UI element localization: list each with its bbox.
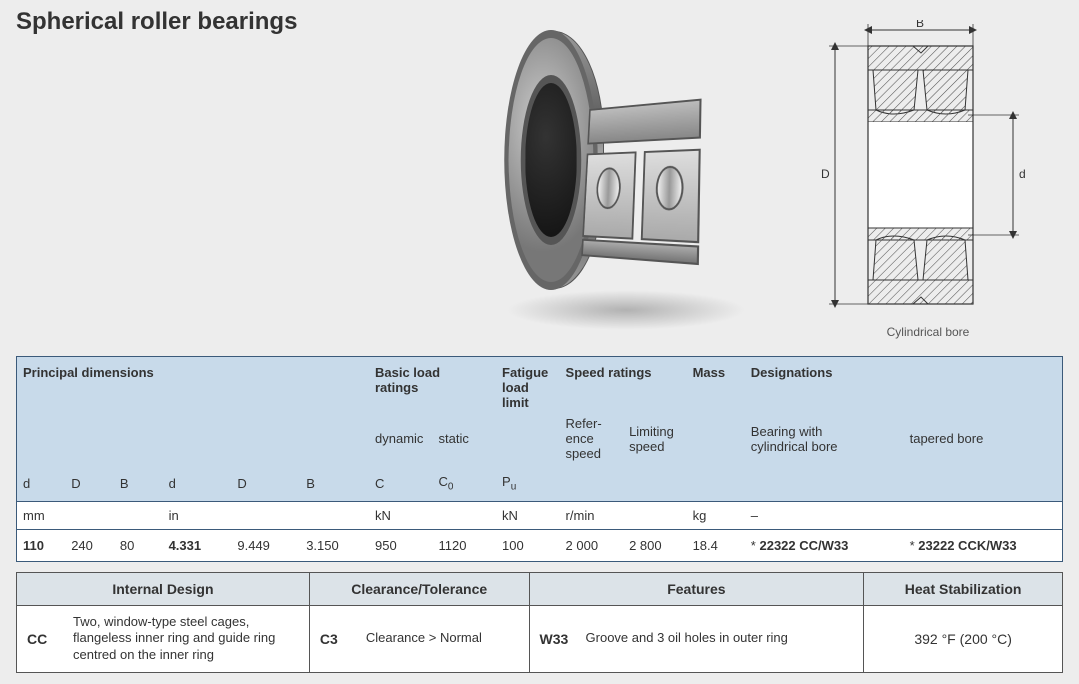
th-dynamic: dynamic bbox=[369, 413, 433, 471]
th-principal: Principal dimensions bbox=[17, 357, 370, 414]
data-row: 110 240 80 4.331 9.449 3.150 950 1120 10… bbox=[17, 529, 1063, 561]
dimensions-table: Principal dimensions Basic load ratings … bbox=[16, 356, 1063, 562]
dim-B-label: B bbox=[916, 20, 924, 30]
feat-th-features: Features bbox=[529, 572, 864, 605]
feat-th-clearance: Clearance/Tolerance bbox=[309, 572, 529, 605]
dim-d-label: d bbox=[1019, 167, 1026, 181]
feat-th-heat: Heat Stabilization bbox=[864, 572, 1063, 605]
th-fatigue: Fatigue load limit bbox=[496, 357, 560, 414]
cell-desig-tap: * 23222 CCK/W33 bbox=[904, 529, 1063, 561]
feat-th-design: Internal Design bbox=[17, 572, 310, 605]
th-speed: Speed ratings bbox=[560, 357, 687, 414]
th-designations: Designations bbox=[745, 357, 1063, 414]
th-mass: Mass bbox=[687, 357, 745, 414]
sym-d-in: d bbox=[163, 471, 232, 501]
th-static: static bbox=[433, 413, 497, 471]
cell-desig-cyl: * 22322 CC/W33 bbox=[745, 529, 904, 561]
feature-text: Groove and 3 oil holes in outer ring bbox=[586, 630, 788, 647]
feature-row: CC Two, window-type steel cages, flangel… bbox=[17, 605, 1063, 673]
feature-code: W33 bbox=[540, 631, 576, 647]
feature-table: Internal Design Clearance/Tolerance Feat… bbox=[16, 572, 1063, 674]
units-row: mm in kN kN r/min kg – bbox=[17, 501, 1063, 529]
th-cylbore: Bearing with cylindrical bore bbox=[745, 413, 904, 471]
clearance-text: Clearance > Normal bbox=[366, 630, 482, 647]
sym-B-in: B bbox=[300, 471, 369, 501]
th-basicload: Basic load ratings bbox=[369, 357, 496, 414]
technical-drawing: B D d bbox=[813, 20, 1043, 339]
th-tapbore: tapered bore bbox=[904, 413, 1063, 471]
sym-B: B bbox=[114, 471, 163, 501]
technical-drawing-caption: Cylindrical bore bbox=[813, 325, 1043, 339]
sym-D: D bbox=[65, 471, 114, 501]
top-illustration-area: B D d bbox=[16, 40, 1063, 360]
th-ref: Refer- ence speed bbox=[560, 413, 624, 471]
th-lim: Limiting speed bbox=[623, 413, 687, 471]
sym-D-in: D bbox=[231, 471, 300, 501]
sym-C0: C0 bbox=[433, 471, 497, 501]
clearance-code: C3 bbox=[320, 631, 356, 647]
design-code: CC bbox=[27, 631, 63, 647]
sym-C: C bbox=[369, 471, 433, 501]
design-text: Two, window-type steel cages, flangeless… bbox=[73, 614, 299, 665]
heat-text: 392 °F (200 °C) bbox=[864, 605, 1063, 673]
sym-d: d bbox=[17, 471, 66, 501]
sym-Pu: Pu bbox=[496, 471, 560, 501]
dim-D-label: D bbox=[821, 167, 830, 181]
bearing-3d-illustration bbox=[416, 30, 696, 340]
